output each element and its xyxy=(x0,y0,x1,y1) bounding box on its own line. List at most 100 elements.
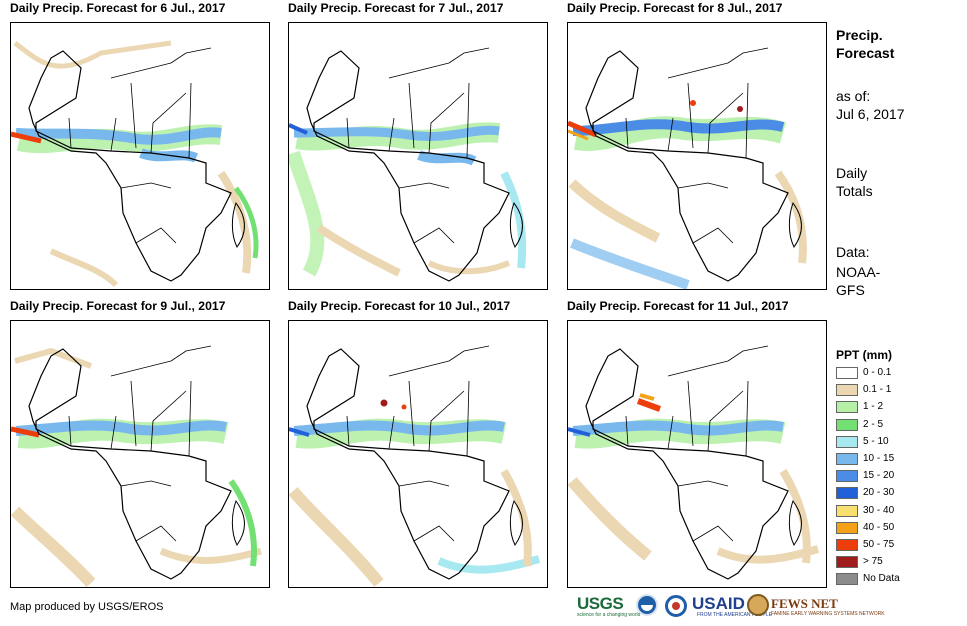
legend-label: 2 - 5 xyxy=(863,418,884,430)
precip-band-cloud xyxy=(500,171,527,269)
precip-map xyxy=(567,22,827,290)
side-title: Forecast xyxy=(836,45,895,61)
country-borders xyxy=(68,47,212,244)
madagascar-outline xyxy=(231,499,245,546)
precip-band-cloud xyxy=(293,420,505,436)
panel-title: Daily Precip. Forecast for 11 Jul., 2017 xyxy=(567,299,789,313)
precip-band-cloud xyxy=(11,426,40,438)
precip-band-cloud xyxy=(159,547,262,564)
precip-band-cloud xyxy=(289,123,308,135)
precip-band-cloud xyxy=(289,427,310,437)
madagascar-outline xyxy=(788,201,802,248)
usgs-logo: USGS xyxy=(577,594,624,613)
country-borders xyxy=(346,47,490,244)
legend-label: 10 - 15 xyxy=(863,452,895,464)
as-of-label: as of: xyxy=(836,88,871,104)
precip-band-cloud xyxy=(293,125,500,142)
data-source-value: NOAA- xyxy=(836,264,881,280)
precip-band-cloud xyxy=(427,260,511,275)
legend-swatch xyxy=(836,487,858,500)
madagascar-outline xyxy=(509,201,523,248)
legend-swatch xyxy=(836,452,858,465)
continent-outline xyxy=(306,348,510,580)
noaa-logo-icon xyxy=(636,594,658,616)
seal-logo-icon xyxy=(665,595,687,617)
legend-label: 50 - 75 xyxy=(863,538,895,550)
precip-map xyxy=(10,320,270,588)
precip-band-cloud xyxy=(11,506,96,587)
legend-swatch xyxy=(836,367,858,379)
usgs-tagline: science for a changing world xyxy=(577,612,641,618)
precip-band-cloud xyxy=(14,347,93,369)
data-source-value: GFS xyxy=(836,282,865,298)
precip-band-cloud xyxy=(289,487,384,587)
precip-band-cloud xyxy=(568,179,661,243)
panel-title: Daily Precip. Forecast for 7 Jul., 2017 xyxy=(288,1,504,15)
panel-title: Daily Precip. Forecast for 6 Jul., 2017 xyxy=(10,1,226,15)
legend-label: > 75 xyxy=(863,556,883,568)
legend-swatch xyxy=(836,418,858,431)
continent-outline xyxy=(585,50,789,282)
precip-band-cloud xyxy=(639,393,655,401)
precip-band-cloud xyxy=(568,427,591,437)
precip-map xyxy=(10,22,270,290)
fews-globe-icon xyxy=(747,594,769,616)
precip-band-cloud xyxy=(572,420,784,436)
legend-swatch xyxy=(836,504,858,517)
precip-band-cloud xyxy=(779,468,811,564)
panel-title: Daily Precip. Forecast for 10 Jul., 2017 xyxy=(288,299,511,313)
legend-label: 30 - 40 xyxy=(863,504,895,516)
precip-map xyxy=(288,22,548,290)
precip-band-cloud xyxy=(570,238,690,289)
precip-band-cloud xyxy=(316,224,401,277)
legend-label: 40 - 50 xyxy=(863,521,895,533)
fews-net-tagline: FAMINE EARLY WARNING SYSTEMS NETWORK xyxy=(771,611,885,617)
continent-outline xyxy=(28,50,232,282)
panel-title: Daily Precip. Forecast for 8 Jul., 2017 xyxy=(567,1,783,15)
precip-band-cloud xyxy=(568,120,597,138)
legend-swatch xyxy=(836,556,858,569)
map-credit: Map produced by USGS/EROS xyxy=(10,601,164,613)
heavy-precip-cell xyxy=(690,100,696,106)
heavy-precip-cell xyxy=(737,106,743,112)
precip-map xyxy=(567,320,827,588)
legend-title: PPT (mm) xyxy=(836,348,893,362)
precip-band-cloud xyxy=(11,131,42,144)
precip-band-cloud xyxy=(568,129,589,141)
fews-net-logo: FEWS NET xyxy=(771,596,838,611)
legend-label: 0.1 - 1 xyxy=(863,384,892,396)
data-source-label: Data: xyxy=(836,244,870,260)
legend-label: 20 - 30 xyxy=(863,487,895,499)
precip-map xyxy=(288,320,548,588)
continent-outline xyxy=(585,348,789,580)
legend-swatch xyxy=(836,538,858,551)
madagascar-outline xyxy=(231,201,245,248)
precip-band-cloud xyxy=(500,469,532,567)
panel-title: Daily Precip. Forecast for 9 Jul., 2017 xyxy=(10,299,226,313)
precip-band-cloud xyxy=(228,479,257,567)
continent-outline xyxy=(306,50,510,282)
precip-band-cloud xyxy=(15,420,227,436)
usaid-logo: USAID xyxy=(692,594,745,613)
as-of-date: Jul 6, 2017 xyxy=(836,106,905,122)
precip-band-cloud xyxy=(217,170,252,274)
legend-swatch xyxy=(836,435,858,448)
side-title: Precip. xyxy=(836,27,883,43)
country-borders xyxy=(68,345,212,542)
precip-band-cloud xyxy=(49,248,119,288)
continent-outline xyxy=(28,348,232,580)
precip-band-cloud xyxy=(233,186,259,259)
legend-label: No Data xyxy=(863,573,900,585)
legend-label: 0 - 0.1 xyxy=(863,367,892,378)
heavy-precip-cell xyxy=(380,399,388,407)
precip-band-cloud xyxy=(289,150,325,277)
agency-logos: USGS science for a changing world USAID … xyxy=(577,594,885,620)
precip-band-cloud xyxy=(13,40,172,69)
legend-label: 15 - 20 xyxy=(863,470,895,482)
legend-swatch xyxy=(836,384,858,397)
legend-swatch xyxy=(836,470,858,483)
usaid-tagline: FROM THE AMERICAN PEOPLE xyxy=(697,612,772,618)
daily-totals-label: Daily xyxy=(836,165,868,181)
precip-band-cloud xyxy=(636,398,662,412)
daily-totals-label: Totals xyxy=(836,183,873,199)
